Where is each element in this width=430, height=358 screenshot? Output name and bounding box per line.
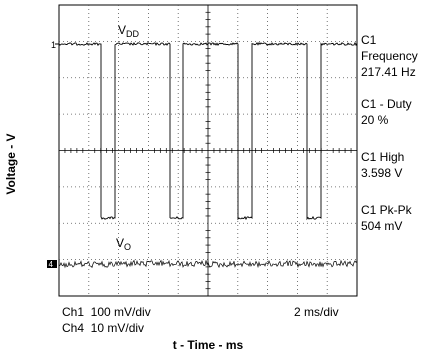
measurement-duty-value: 20 % bbox=[361, 113, 389, 127]
measurement-frequency-label: C1 bbox=[361, 33, 377, 47]
ch4-marker: 4 bbox=[49, 260, 54, 269]
trace-label-vo: VO bbox=[116, 236, 131, 252]
y-axis-label: Voltage - V bbox=[4, 133, 18, 195]
x-axis-label: t - Time - ms bbox=[172, 338, 244, 352]
trace-labels: VDD VO bbox=[116, 23, 140, 252]
traces bbox=[58, 41, 358, 269]
trace-label-vdd: VDD bbox=[118, 23, 140, 39]
measurement-duty: C1 - Duty 20 % bbox=[361, 96, 412, 128]
channel-markers: 14 bbox=[47, 40, 59, 269]
measurement-high-label: C1 High bbox=[361, 150, 405, 164]
measurement-frequency: C1 Frequency 217.41 Hz bbox=[361, 32, 418, 80]
trace-vdd bbox=[58, 41, 358, 221]
measurement-high-value: 3.598 V bbox=[361, 166, 403, 180]
trace-vo bbox=[58, 259, 358, 269]
ch4-scale-readout: Ch4 10 mV/div bbox=[62, 321, 145, 335]
timebase-readout: 2 ms/div bbox=[294, 305, 339, 319]
ch1-marker: 1 bbox=[51, 40, 56, 50]
measurement-high: C1 High 3.598 V bbox=[361, 149, 404, 181]
ch4-marker-box bbox=[47, 260, 57, 268]
measurement-frequency-value: 217.41 Hz bbox=[361, 65, 416, 79]
measurement-pk-pk-label: C1 Pk-Pk bbox=[361, 203, 412, 217]
measurement-pk-pk: C1 Pk-Pk 504 mV bbox=[361, 202, 412, 234]
measurement-pk-pk-value: 504 mV bbox=[361, 219, 403, 233]
measurement-duty-label: C1 - Duty bbox=[361, 97, 412, 111]
ch1-scale-readout: Ch1 100 mV/div bbox=[62, 305, 151, 319]
measurement-frequency-sublabel: Frequency bbox=[361, 49, 418, 63]
